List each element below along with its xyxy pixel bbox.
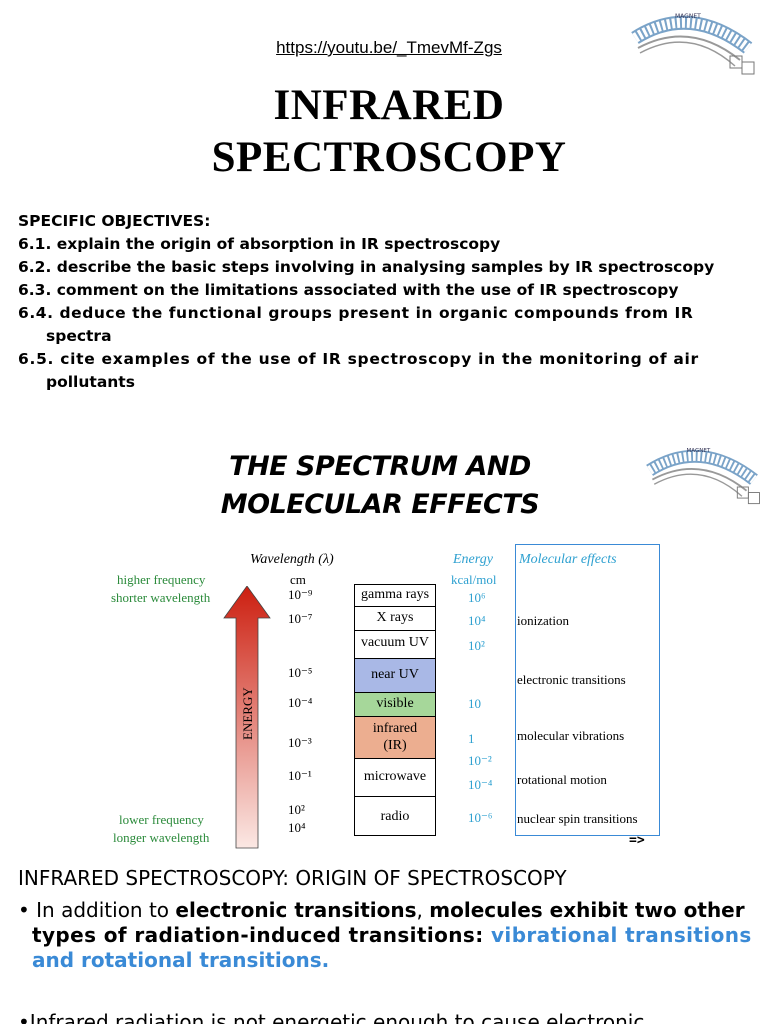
title-line-2: SPECTROSCOPY bbox=[211, 134, 567, 181]
objectives-heading: SPECIFIC OBJECTIVES: bbox=[18, 212, 211, 230]
paragraph-infrared-energy: •Infrared radiation is not energetic eno… bbox=[18, 1010, 645, 1024]
section-title-line-1: THE SPECTRUM AND bbox=[229, 451, 531, 482]
para-bold: types of radiation-induced transitions: bbox=[32, 923, 491, 947]
energy-header: Energy bbox=[453, 552, 493, 567]
magnet-logo: MAGNET bbox=[631, 13, 755, 75]
para-text: , bbox=[416, 898, 430, 922]
wavelength-value: 10² bbox=[288, 802, 305, 817]
para-bold: electronic transitions bbox=[175, 898, 417, 922]
objective-item: 6.4. deduce the functional groups presen… bbox=[18, 304, 694, 322]
logo-text: MAGNET bbox=[687, 448, 711, 454]
band-label: vacuum UV bbox=[360, 635, 430, 650]
wavelength-unit: cm bbox=[290, 572, 306, 587]
effects-header: Molecular effects bbox=[519, 552, 617, 567]
para-bold: molecules exhibit two other bbox=[429, 898, 745, 922]
video-link[interactable]: https://youtu.be/_TmevMf-Zgs bbox=[276, 38, 502, 57]
page-title: INFRARED SPECTROSCOPY bbox=[0, 80, 768, 184]
band-near-uv: near UV bbox=[354, 658, 436, 692]
effect-label: molecular vibrations bbox=[517, 728, 625, 743]
section-title: THE SPECTRUM AND MOLECULAR EFFECTS bbox=[170, 448, 590, 524]
band-label: gamma rays bbox=[360, 587, 430, 602]
band-vacuum-uv: vacuum UV bbox=[354, 630, 436, 658]
band-microwave: microwave bbox=[354, 758, 436, 796]
section-title-line-2: MOLECULAR EFFECTS bbox=[220, 489, 540, 520]
molecular-effects-box bbox=[515, 544, 660, 836]
wavelength-value: 10⁻⁵ bbox=[288, 665, 313, 680]
energy-value: 10 bbox=[468, 696, 481, 711]
para-text: In addition to bbox=[29, 898, 176, 922]
energy-unit: kcal/mol bbox=[451, 572, 497, 587]
magnet-logo: MAGNET bbox=[646, 448, 760, 505]
objective-item: 6.3. comment on the limitations associat… bbox=[18, 281, 679, 299]
energy-value: 10⁶ bbox=[468, 590, 486, 605]
para-highlight: and rotational transitions. bbox=[32, 948, 330, 972]
objective-item: 6.2. describe the basic steps involving … bbox=[18, 258, 715, 276]
effect-label: electronic transitions bbox=[517, 672, 626, 687]
band-label: microwave bbox=[363, 769, 427, 784]
spectrum-figure: higher frequency shorter wavelength lowe… bbox=[100, 540, 670, 850]
lower-frequency-label: lower frequency bbox=[119, 812, 204, 827]
title-line-1: INFRARED bbox=[273, 82, 505, 129]
wavelength-value: 10⁻⁴ bbox=[288, 695, 313, 710]
band-label: infrared bbox=[372, 721, 418, 736]
longer-wavelength-label: longer wavelength bbox=[113, 830, 210, 845]
band-radio: radio bbox=[354, 796, 436, 836]
band-label: (IR) bbox=[383, 738, 407, 753]
wavelength-value: 10⁻⁷ bbox=[288, 611, 313, 626]
wavelength-value: 10⁻¹ bbox=[288, 768, 312, 783]
logo-text: MAGNET bbox=[675, 13, 701, 20]
next-arrow: => bbox=[629, 833, 645, 848]
energy-value: 10⁻² bbox=[468, 753, 492, 768]
band-label: visible bbox=[376, 696, 414, 711]
band-x-rays: X rays bbox=[354, 606, 436, 630]
energy-value: 10² bbox=[468, 638, 485, 653]
objective-item-continued: pollutants bbox=[46, 373, 135, 391]
band-infrared: infrared (IR) bbox=[354, 716, 436, 758]
bullet: • bbox=[18, 898, 30, 922]
energy-arrow bbox=[223, 586, 271, 849]
para-highlight: vibrational transitions bbox=[491, 923, 752, 947]
wavelength-value: 10⁴ bbox=[288, 820, 306, 835]
shorter-wavelength-label: shorter wavelength bbox=[111, 590, 211, 605]
wavelength-header: Wavelength (λ) bbox=[250, 552, 334, 567]
wavelength-value: 10⁻⁹ bbox=[288, 587, 313, 602]
origin-heading: INFRARED SPECTROSCOPY: ORIGIN OF SPECTRO… bbox=[18, 866, 567, 890]
effect-label: rotational motion bbox=[517, 772, 607, 787]
objective-item: 6.5. cite examples of the use of IR spec… bbox=[18, 350, 699, 368]
band-label: near UV bbox=[371, 667, 419, 682]
energy-value: 10⁴ bbox=[468, 613, 486, 628]
higher-frequency-label: higher frequency bbox=[117, 572, 206, 587]
effect-label: nuclear spin transitions bbox=[517, 811, 638, 826]
band-label: X rays bbox=[376, 610, 414, 625]
band-visible: visible bbox=[354, 692, 436, 716]
objective-item-continued: spectra bbox=[46, 327, 112, 345]
energy-value: 1 bbox=[468, 731, 475, 746]
band-gamma-rays: gamma rays bbox=[354, 584, 436, 606]
energy-arrow-label: ENERGY bbox=[240, 687, 255, 740]
band-label: radio bbox=[380, 809, 410, 824]
objective-item: 6.1. explain the origin of absorption in… bbox=[18, 235, 501, 253]
effect-label: ionization bbox=[517, 613, 569, 628]
energy-value: 10⁻⁴ bbox=[468, 777, 493, 792]
wavelength-value: 10⁻³ bbox=[288, 735, 312, 750]
objectives-list: SPECIFIC OBJECTIVES: 6.1. explain the or… bbox=[18, 210, 762, 394]
paragraph-transitions: • In addition to electronic transitions,… bbox=[18, 898, 751, 973]
energy-value: 10⁻⁶ bbox=[468, 810, 493, 825]
